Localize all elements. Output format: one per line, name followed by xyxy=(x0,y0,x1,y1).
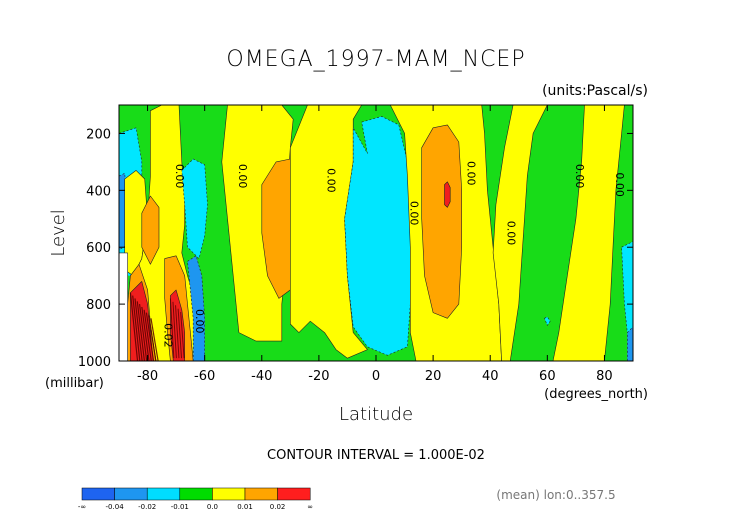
contour-region-19 xyxy=(492,105,548,361)
contour-region-21 xyxy=(621,241,633,333)
contour-label: 0.00 xyxy=(193,309,206,334)
x-tick-label: 40 xyxy=(482,369,499,384)
footer-note: (mean) lon:0..357.5 xyxy=(496,488,615,502)
hatch-line xyxy=(141,306,150,361)
hatch-line xyxy=(172,301,177,359)
contour-label: 0.00 xyxy=(236,164,249,189)
colorbar-label: ∞ xyxy=(307,503,313,511)
colorbar: -∞ -0.04 -0.02 -0.01 0.0 0.01 0.02 ∞ xyxy=(78,487,313,511)
contour-label: 0.00 xyxy=(613,172,626,197)
hatch-line xyxy=(150,318,159,361)
contour-label: 0.00 xyxy=(573,164,586,189)
colorbar-swatch xyxy=(179,487,213,501)
colorbar-swatch xyxy=(146,487,181,501)
contour-region-10 xyxy=(181,158,208,259)
x-axis-title: Latitude xyxy=(339,404,413,425)
contour-label: 0.00 xyxy=(173,164,186,189)
y-tick-label: 800 xyxy=(86,298,111,313)
colorbar-label: -0.02 xyxy=(138,503,156,511)
units-label: (units:Pascal/s) xyxy=(542,83,648,99)
hatch-line xyxy=(132,295,141,361)
y-axis-title: Level xyxy=(48,209,69,257)
contour-labels: 0.00 0.00 0.00 0.00 0.00 0.00 0.00 0.00 0.00 0.02 xyxy=(162,161,626,348)
contour-region-11 xyxy=(187,255,205,361)
x-tick-label: -20 xyxy=(308,369,329,384)
hatch-line xyxy=(145,312,155,361)
contour-region-23 xyxy=(544,316,551,326)
colorbar-swatch xyxy=(81,487,115,501)
contour-region-17 xyxy=(421,124,463,319)
contour-label: 0.00 xyxy=(325,168,338,193)
x-tick-label: 20 xyxy=(425,369,442,384)
hatch-line xyxy=(129,292,139,361)
x-tick-label: 0 xyxy=(372,369,380,384)
y-tick-label: 600 xyxy=(86,241,111,256)
contour-region-20 xyxy=(552,105,625,361)
x-tick-label: 60 xyxy=(539,369,556,384)
contour-region-5 xyxy=(141,195,160,265)
colorbar-label: -0.01 xyxy=(171,503,189,511)
chart-title: OMEGA_1997-MAM_NCEP xyxy=(226,47,525,72)
x-tick-label: -60 xyxy=(194,369,215,384)
hatch-line xyxy=(143,309,152,361)
hatch-line xyxy=(136,301,146,361)
colorbar-label: -0.04 xyxy=(106,503,125,511)
colorbar-swatch xyxy=(114,487,148,501)
contour-interval-note: CONTOUR INTERVAL = 1.000E-02 xyxy=(267,448,485,463)
contour-label: 0.00 xyxy=(504,221,517,246)
x-tick-label: 80 xyxy=(596,369,613,384)
contour-region-14 xyxy=(289,105,368,359)
colorbar-label: 0.01 xyxy=(237,503,253,511)
x-axis: -80 -60 -40 -20 0 20 40 60 80 xyxy=(137,105,613,384)
x-axis-units: (degrees_north) xyxy=(544,387,648,402)
hatch-marks xyxy=(129,292,185,361)
y-tick-label: 200 xyxy=(86,127,111,142)
hatch-line xyxy=(134,298,143,361)
hatch-line xyxy=(175,305,180,359)
x-tick-label: -80 xyxy=(137,369,158,384)
hatch-line xyxy=(180,312,185,359)
y-axis: 200 400 600 800 1000 xyxy=(78,127,633,370)
colorbar-swatch xyxy=(244,487,278,501)
contour-label: 0.00 xyxy=(464,161,477,186)
colorbar-label: 0.0 xyxy=(207,503,218,511)
hatch-line xyxy=(169,298,175,359)
colorbar-swatch xyxy=(212,487,246,501)
contour-region-15 xyxy=(344,116,411,356)
colorbar-label: -∞ xyxy=(78,503,86,511)
colorbar-swatch xyxy=(277,487,311,501)
contour-region-22 xyxy=(626,326,633,361)
y-tick-label: 1000 xyxy=(78,355,111,370)
hatch-line xyxy=(148,315,157,361)
colorbar-label: 0.02 xyxy=(270,503,286,511)
contour-label: 0.02 xyxy=(162,323,175,348)
hatch-line xyxy=(177,308,183,359)
contour-region-18 xyxy=(444,181,451,208)
x-tick-label: -40 xyxy=(251,369,272,384)
y-axis-units: (millibar) xyxy=(45,376,104,391)
hatch-line xyxy=(138,304,148,361)
contour-region-24 xyxy=(119,252,128,361)
contour-label: 0.00 xyxy=(407,201,420,226)
contour-region-9 xyxy=(170,289,185,361)
y-tick-label: 400 xyxy=(86,184,111,199)
